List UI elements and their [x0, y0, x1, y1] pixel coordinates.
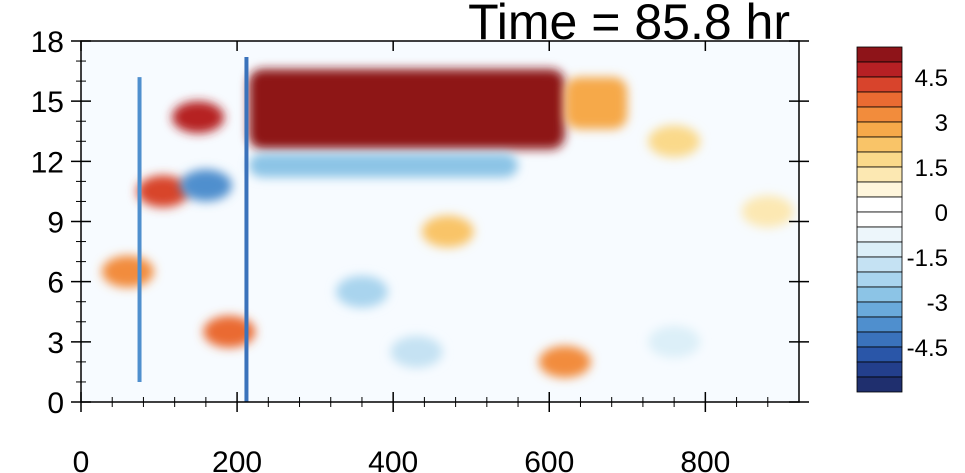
colorbar-box [856, 76, 903, 93]
heatmap-feature-7 [538, 345, 591, 378]
colorbar-box [856, 271, 903, 288]
heatmap-feature-14 [648, 325, 701, 358]
x-axis: 0 200 400 600 800 [73, 41, 769, 473]
y-tick-label: 12 [31, 146, 64, 179]
heatmap-feature-4 [136, 175, 189, 208]
colorbar-tick-label: -3 [927, 290, 948, 317]
colorbar-box [856, 121, 903, 138]
x-tick-label: 800 [680, 446, 730, 473]
heatmap-feature-1 [564, 77, 628, 130]
colorbar-box [856, 151, 903, 168]
y-tick-label: 15 [31, 86, 64, 119]
chart-title: Time = 85.8 hr [468, 0, 790, 50]
colorbar-box [856, 196, 903, 213]
colorbar-box [856, 106, 903, 123]
heatmap-field [101, 57, 794, 402]
plot-area [81, 41, 799, 402]
x-tick-label: 400 [368, 446, 418, 473]
colorbar-box [856, 331, 903, 348]
colorbar-box [856, 346, 903, 363]
y-tick-label: 18 [31, 26, 64, 59]
colorbar-tick-label: 3 [935, 110, 948, 137]
colorbar-box [856, 361, 903, 378]
heatmap-feature-6 [203, 315, 256, 348]
heatmap-feature-8 [101, 255, 154, 288]
heatmap-feature-3 [172, 101, 225, 134]
heatmap-feature-0 [248, 69, 565, 150]
x-tick-label: 600 [524, 446, 574, 473]
y-tick-label: 6 [47, 267, 64, 300]
x-tick-label: 0 [73, 446, 90, 473]
y-tick-label: 0 [47, 387, 64, 420]
y-axis: 0 3 6 9 12 15 18 [31, 26, 809, 420]
y-tick-label: 9 [47, 207, 64, 240]
x-tick-label: 200 [212, 446, 262, 473]
colorbar-box [856, 46, 903, 63]
heatmap-feature-10 [335, 275, 388, 308]
heatmap-feature-2 [248, 153, 519, 178]
colorbar-box [856, 61, 903, 78]
colorbar: 4.5 3 1.5 0 -1.5 -3 -4.5 [856, 46, 948, 393]
colorbar-tick-label: -1.5 [907, 245, 948, 272]
colorbar-box [856, 211, 903, 228]
colorbar-tick-label: 0 [935, 200, 948, 227]
heatmap-feature-12 [648, 125, 701, 158]
heatmap-feature-5 [179, 169, 232, 202]
colorbar-box [856, 376, 903, 393]
colorbar-box [856, 166, 903, 183]
colorbar-tick-label: 4.5 [915, 65, 948, 92]
colorbar-box [856, 181, 903, 198]
colorbar-box [856, 226, 903, 243]
heatmap-feature-9 [421, 215, 474, 248]
colorbar-box [856, 91, 903, 108]
colorbar-tick-label: 1.5 [915, 155, 948, 182]
colorbar-box [856, 286, 903, 303]
heatmap-feature-11 [390, 335, 443, 368]
colorbar-box [856, 301, 903, 318]
colorbar-box [856, 256, 903, 273]
colorbar-tick-label: -4.5 [907, 335, 948, 362]
colorbar-box [856, 136, 903, 153]
colorbar-box [856, 241, 903, 258]
y-tick-label: 3 [47, 327, 64, 360]
colorbar-box [856, 316, 903, 333]
heatmap-feature-13 [741, 195, 794, 228]
